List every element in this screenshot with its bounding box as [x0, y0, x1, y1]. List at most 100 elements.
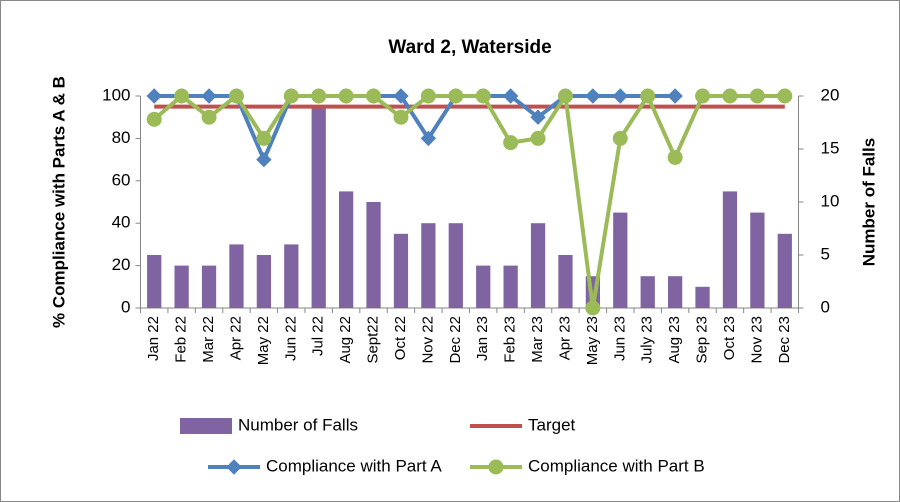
x-tick-label: Jun 22 — [282, 316, 299, 361]
line — [152, 94, 785, 310]
y2-tick-label: 10 — [821, 191, 840, 210]
bar — [147, 255, 162, 308]
point — [174, 88, 190, 104]
bar — [284, 244, 299, 308]
point — [448, 88, 464, 104]
y2-tick-label: 15 — [821, 138, 840, 157]
legend-swatch — [180, 418, 232, 434]
bar — [421, 223, 436, 308]
bar — [722, 191, 738, 308]
x-tick-label: Jan 22 — [145, 316, 162, 361]
y-tick-label: 60 — [112, 170, 131, 189]
bar — [229, 244, 244, 308]
bar — [256, 255, 272, 308]
point — [338, 88, 354, 104]
x-tick-label: Oct 23 — [721, 316, 738, 360]
bar — [777, 233, 792, 308]
x-tick-label: Nov 23 — [748, 316, 765, 364]
x-tick-label: Dec 22 — [447, 316, 464, 364]
bar — [558, 255, 573, 308]
x-tick-label: July 23 — [639, 316, 656, 364]
y-tick-label: 100 — [102, 85, 130, 104]
chart-title: Ward 2, Waterside — [388, 37, 551, 58]
point — [420, 88, 436, 104]
point — [393, 88, 409, 104]
point — [146, 111, 162, 127]
x-tick-label: Jan 23 — [474, 316, 491, 361]
bar — [530, 223, 546, 308]
point — [475, 88, 491, 104]
bar — [750, 212, 765, 308]
bar — [448, 223, 463, 308]
point — [585, 300, 601, 316]
point — [311, 88, 327, 104]
x-tick-label: May 23 — [584, 316, 601, 365]
bar — [640, 276, 655, 308]
point — [256, 151, 272, 168]
bar — [393, 233, 409, 308]
x-tick-label: May 22 — [255, 316, 272, 365]
point — [502, 88, 519, 104]
x-tick-label: Mar 22 — [200, 316, 217, 363]
x-tick-label: Feb 22 — [173, 316, 190, 363]
point — [530, 130, 546, 146]
legend-label: Compliance with Part B — [528, 456, 705, 475]
bar — [174, 265, 189, 308]
y-tick-label: 40 — [112, 213, 131, 232]
bar — [476, 265, 491, 308]
bar — [338, 191, 354, 308]
point — [612, 130, 628, 146]
point — [228, 88, 244, 104]
y-axis-label: % Compliance with Parts A & B — [49, 76, 68, 328]
bar — [311, 106, 326, 308]
point — [695, 88, 711, 104]
point — [420, 130, 437, 147]
y2-tick-label: 20 — [821, 85, 840, 104]
x-tick-label: Aug 23 — [666, 316, 683, 364]
x-tick-label: Jul 22 — [310, 316, 327, 356]
bar — [613, 212, 628, 308]
x-tick-label: Feb 23 — [502, 316, 519, 363]
legend-label: Number of Falls — [238, 415, 358, 434]
y2-tick-label: 0 — [821, 297, 830, 316]
y-tick-label: 80 — [112, 128, 131, 147]
bar — [695, 286, 710, 308]
x-tick-label: Apr 23 — [556, 316, 573, 360]
bar — [201, 265, 217, 308]
y-tick-label: 0 — [121, 297, 130, 316]
point — [530, 109, 546, 125]
point — [585, 88, 601, 104]
point — [722, 88, 738, 104]
point — [640, 88, 656, 104]
point — [146, 88, 162, 104]
point — [557, 88, 573, 104]
bar — [366, 202, 381, 308]
y-tick-label: 20 — [112, 255, 131, 274]
point — [503, 135, 519, 151]
x-tick-label: Jun 23 — [611, 316, 628, 361]
legend-label: Target — [528, 415, 576, 434]
x-tick-label: Apr 22 — [227, 316, 244, 360]
bar — [503, 265, 518, 308]
x-tick-label: Sep 23 — [694, 316, 711, 364]
legend-label: Compliance with Part A — [266, 456, 442, 475]
x-tick-label: Oct 22 — [392, 316, 409, 360]
y2-axis-label: Number of Falls — [859, 138, 878, 266]
point — [777, 88, 793, 104]
point — [283, 88, 299, 104]
legend-marker — [488, 459, 504, 475]
y2-tick-label: 5 — [821, 244, 830, 263]
x-tick-label: Mar 23 — [529, 316, 546, 363]
x-tick-label: Dec 23 — [776, 316, 793, 364]
point — [256, 130, 272, 146]
point — [393, 109, 409, 125]
point — [667, 88, 683, 104]
legend-marker — [226, 459, 242, 475]
point — [201, 88, 217, 104]
x-tick-label: Nov 22 — [419, 316, 436, 364]
point — [667, 149, 683, 165]
point — [201, 109, 217, 125]
x-tick-label: Sept22 — [365, 316, 382, 364]
bar — [667, 276, 683, 308]
